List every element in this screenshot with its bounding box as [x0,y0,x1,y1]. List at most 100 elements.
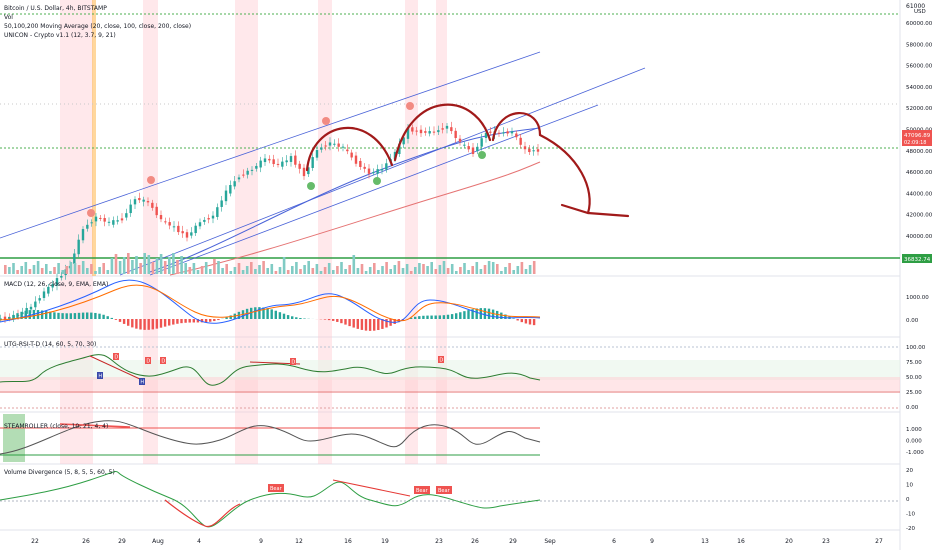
candle-body [34,302,36,308]
rsi-tick-label: 0.00 [906,405,919,411]
volume-bar [49,271,52,274]
macd-hist-bar [123,319,125,324]
volume-bar [148,255,151,274]
candle-body [519,138,521,145]
volume-bar [480,269,483,274]
candle-body [259,161,261,168]
candle-body [138,198,140,200]
candle-body [77,240,79,254]
volume-bar [521,262,524,274]
volume-bar [451,264,454,274]
rsi-marker-label: H [98,374,102,380]
signal-dot [406,102,414,110]
rsi-marker-label: D [146,359,150,365]
volume-bar [242,270,245,274]
price-tick-label: 44000.00 [906,191,932,197]
volume-bar [295,262,298,274]
candle-body [446,126,448,129]
volume-bar [262,261,265,274]
candle-body [298,164,300,169]
volume-bar [484,265,487,274]
macd-hist-bar [426,316,428,319]
candle-body [472,147,474,154]
signal-band [143,0,158,464]
candle-body [433,132,435,133]
volume-bar [422,264,425,274]
volume-bar [344,269,347,274]
candle-body [90,222,92,223]
volume-bar [74,263,77,274]
x-tick-label: 26 [471,538,479,545]
candle-body [381,169,383,170]
x-tick-label: Sep [544,538,556,545]
volume-bar [213,259,216,274]
candle-body [411,127,413,131]
macd-hist-bar [303,318,305,319]
volume-bar [283,257,286,274]
vd-tick-label: -10 [906,512,915,518]
candle-body [212,216,214,219]
macd-hist-bar [369,319,371,331]
macd-hist-bar [365,319,367,331]
volume-bar [303,265,306,274]
candle-body [203,220,205,222]
candle-body [376,169,378,174]
volume-bar [156,258,159,274]
indicator-line: UNICON - Crypto v1.1 (12, 3.7, 9, 21) [4,32,116,39]
volume-bar [90,264,93,274]
macd-hist-bar [205,319,207,322]
volume-bar [12,263,15,274]
candle-body [190,232,192,235]
x-tick-label: 27 [875,538,883,545]
x-tick-label: 12 [295,538,303,545]
candle-body [424,131,426,133]
volume-bar [287,270,290,274]
volume-bar [266,268,269,274]
x-tick-label: 6 [612,538,616,545]
macd-hist-bar [500,313,502,319]
volume-bar [320,271,323,274]
candle-body [368,169,370,174]
rsi-tick-label: 50.00 [906,375,922,381]
macd-hist-bar [86,312,88,319]
x-tick-label: 9 [650,538,654,545]
volume-bar [402,268,405,274]
macd-hist-bar [148,319,150,330]
x-tick-label: 13 [701,538,709,545]
macd-hist-bar [533,319,535,325]
candle-body [324,146,326,147]
volume-bar [205,262,208,274]
candle-body [420,130,422,133]
volume-bar [86,268,89,274]
candle-body [242,175,244,176]
candle-body [86,225,88,229]
macd-hist-bar [61,313,63,319]
x-tick-label: 29 [509,538,517,545]
rsi-marker-label: H [140,380,144,386]
macd-hist-bar [70,313,72,319]
volume-bar [275,271,278,274]
volume-bar [430,262,433,274]
volume-bar [152,262,155,274]
candle-body [467,146,469,149]
macd-hist-bar [45,311,47,319]
candle-body [43,291,45,298]
volume-bar [25,262,28,274]
vd-tick-label: 0 [906,497,910,503]
macd-hist-bar [29,310,31,319]
macd-hist-bar [271,309,273,319]
volume-bar [459,267,462,274]
vd-tick-label: 10 [906,483,913,489]
macd-hist-bar [455,313,457,319]
candle-body [511,131,513,133]
macd-hist-bar [291,316,293,319]
candle-body [506,131,508,133]
x-tick-label: 20 [785,538,793,545]
volume-bar [16,270,19,274]
price-tick-label: 60000.00 [906,21,932,27]
macd-hist-bar [189,319,191,323]
candle-body [294,156,296,165]
macd-hist-bar [418,316,420,319]
macd-hist-bar [336,319,338,322]
macd-hist-bar [213,319,215,321]
